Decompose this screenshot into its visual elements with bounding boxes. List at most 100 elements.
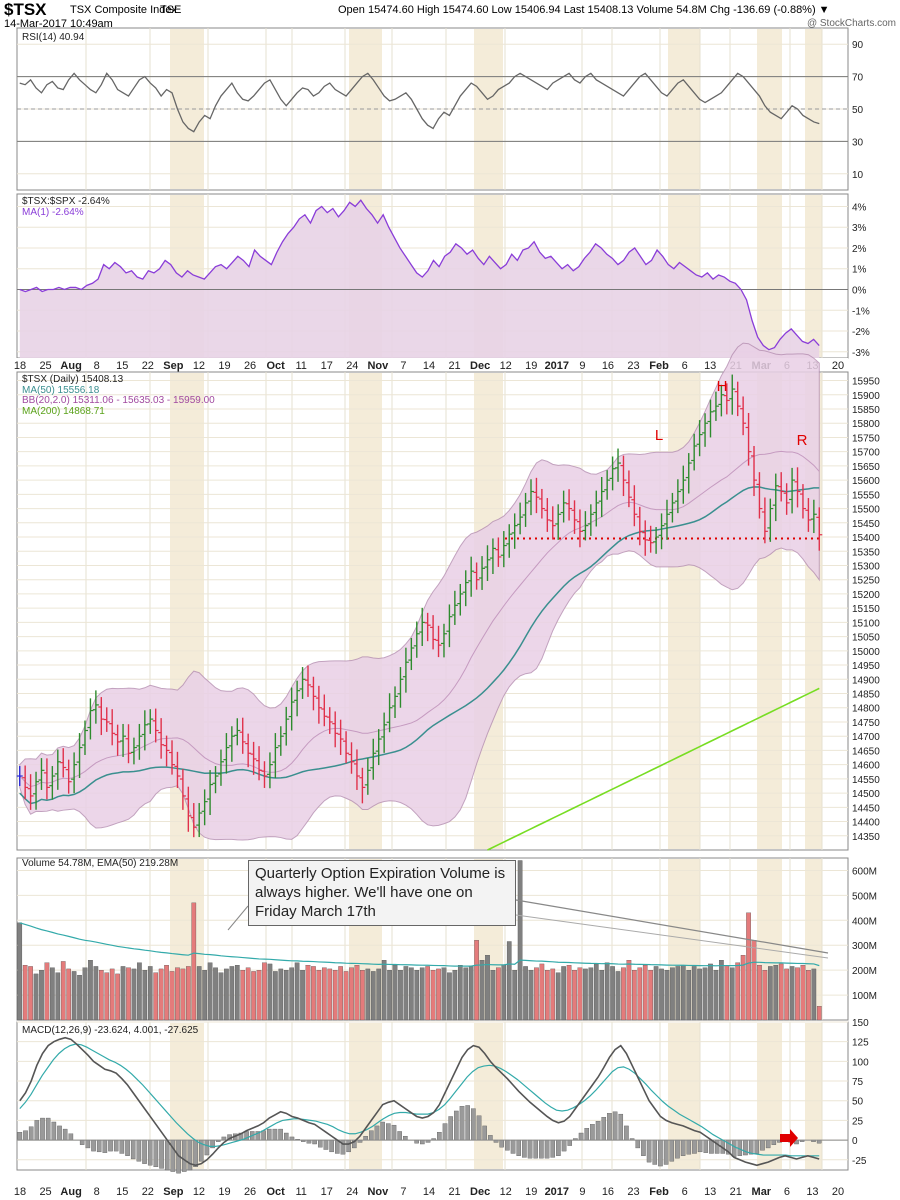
macd-hist-14 — [96, 1139, 102, 1153]
volume-bar-99 — [555, 972, 561, 1021]
volume-bar-124 — [691, 966, 697, 1021]
macd-hist-131 — [760, 1139, 765, 1151]
x-axis-bottom-tick-28: 21 — [730, 1186, 742, 1198]
macd-hist-106 — [618, 1113, 624, 1141]
macd-hist-109 — [635, 1139, 641, 1149]
x-axis-bottom-tick-30: 6 — [784, 1186, 790, 1198]
volume-bar-65 — [370, 971, 376, 1021]
macd-hist-90 — [527, 1139, 533, 1159]
macd-hist-97 — [567, 1139, 573, 1146]
volume-bar-93 — [523, 966, 528, 1021]
volume-bar-1 — [22, 965, 28, 1021]
volume-bar-35 — [207, 962, 213, 1021]
volume-bar-31 — [186, 966, 191, 1021]
macd-hist-5 — [45, 1117, 51, 1141]
panel-2-ytick-27: 15700 — [852, 448, 880, 459]
x-axis-bottom-tick-13: 24 — [346, 1186, 358, 1198]
volume-bar-87 — [490, 970, 496, 1021]
volume-bar-17 — [109, 968, 115, 1021]
macd-hist-95 — [556, 1139, 561, 1156]
macd-hist-83 — [488, 1135, 493, 1141]
x-axis-top-tick-21: 2017 — [545, 360, 569, 372]
volume-bar-107 — [599, 970, 605, 1021]
volume-bar-60 — [343, 971, 349, 1021]
credit-label: @ StockCharts.com — [806, 18, 896, 29]
panel-4-ytick-5: 100 — [852, 1057, 869, 1068]
x-axis-top-tick-27: 13 — [704, 360, 716, 372]
volume-bar-141 — [784, 968, 789, 1021]
macd-hist-115 — [669, 1139, 675, 1162]
volume-bar-127 — [708, 963, 713, 1021]
volume-bar-118 — [659, 968, 664, 1021]
x-axis-bottom-tick-25: Feb — [649, 1186, 669, 1198]
ohlc-summary: Open 15474.60 High 15474.60 Low 15406.94… — [338, 4, 830, 16]
macd-hist-78 — [459, 1106, 465, 1141]
volume-bar-103 — [577, 967, 583, 1021]
volume-bar-30 — [180, 968, 186, 1021]
macd-hist-92 — [539, 1139, 544, 1159]
macd-hist-20 — [130, 1139, 136, 1160]
x-axis-top-tick-12: 17 — [321, 360, 333, 372]
macd-hist-19 — [125, 1139, 130, 1156]
macd-hist-15 — [102, 1139, 108, 1153]
macd-hist-133 — [771, 1139, 777, 1145]
volume-bar-41 — [240, 970, 246, 1021]
volume-bar-137 — [762, 970, 768, 1021]
macd-hist-46 — [278, 1128, 283, 1141]
panel-1-ytick-4: 1% — [852, 265, 867, 276]
x-axis-bottom-tick-29: Mar — [752, 1186, 772, 1198]
x-axis-top-tick-32: 20 — [832, 360, 844, 372]
volume-bar-110 — [615, 971, 621, 1021]
panel-1-ytick-0: -3% — [852, 348, 870, 359]
volume-bar-42 — [245, 967, 251, 1021]
volume-bar-54 — [311, 966, 316, 1021]
volume-bar-120 — [670, 967, 675, 1021]
volume-bar-18 — [115, 973, 120, 1021]
panel-4-ytick-0: -25 — [852, 1156, 867, 1167]
volume-bar-4 — [39, 970, 44, 1021]
volume-bar-129 — [719, 960, 724, 1021]
x-axis-top-tick-0: 18 — [14, 360, 26, 372]
panel-2-ytick-29: 15800 — [852, 419, 880, 430]
panel-3-ytick-3: 400M — [852, 916, 877, 927]
volume-bar-86 — [485, 955, 490, 1021]
macd-hist-85 — [499, 1139, 504, 1148]
volume-bar-138 — [768, 966, 773, 1021]
macd-hist-65 — [386, 1123, 391, 1141]
macd-hist-110 — [641, 1139, 646, 1156]
macd-hist-25 — [159, 1139, 164, 1169]
volume-bar-104 — [583, 968, 588, 1021]
volume-bar-119 — [664, 970, 670, 1021]
macd-hist-88 — [516, 1139, 521, 1156]
panel-2-ytick-18: 15250 — [852, 576, 880, 587]
panel-2-ytick-15: 15100 — [852, 618, 880, 629]
panel-2-ytick-7: 14700 — [852, 732, 880, 743]
x-axis-top-tick-3: 8 — [94, 360, 100, 372]
volume-bar-33 — [196, 966, 202, 1021]
volume-bar-61 — [349, 967, 354, 1021]
volume-bar-95 — [534, 967, 539, 1021]
volume-bar-55 — [316, 970, 322, 1021]
volume-bar-91 — [512, 970, 518, 1021]
volume-bar-46 — [267, 963, 273, 1021]
volume-bar-15 — [98, 970, 104, 1021]
macd-hist-8 — [62, 1128, 68, 1141]
x-axis-bottom-tick-2: Aug — [60, 1186, 81, 1198]
x-axis-bottom-bg — [0, 1184, 848, 1198]
x-axis-bottom-tick-20: 19 — [525, 1186, 537, 1198]
macd-hist-113 — [658, 1139, 663, 1167]
relative-line — [19, 199, 820, 351]
bollinger-mid — [19, 450, 820, 787]
volume-bar-90 — [506, 941, 512, 1021]
x-axis-top-tick-1: 25 — [39, 360, 51, 372]
panel-4-ytick-4: 75 — [852, 1077, 864, 1088]
macd-hist-13 — [91, 1139, 96, 1152]
panel-4-ytick-1: 0 — [852, 1136, 858, 1147]
macd-hist-96 — [561, 1139, 567, 1152]
volume-bar-38 — [224, 968, 229, 1021]
panel-2-ytick-9: 14800 — [852, 704, 880, 715]
panel-1-shade-4 — [757, 195, 782, 357]
rsi-title: RSI(14) 40.94 — [22, 32, 85, 43]
x-axis-top-bg — [0, 358, 848, 372]
volume-bar-88 — [496, 967, 501, 1021]
